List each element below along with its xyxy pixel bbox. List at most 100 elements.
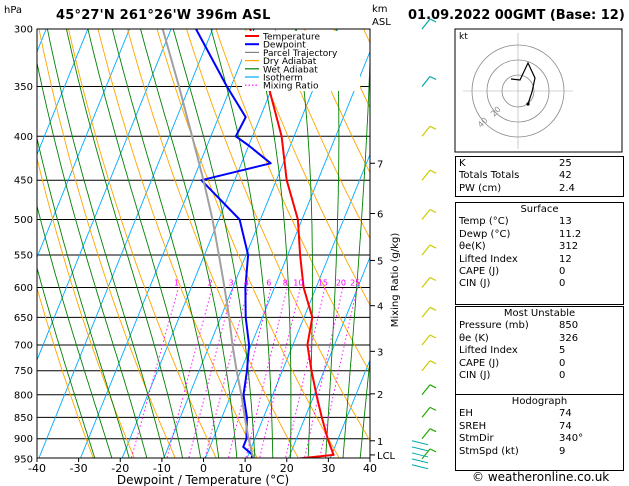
indices-table: K 25 Totals Totals 42 PW (cm) 2.4	[455, 156, 624, 197]
x-tick-label: -20	[111, 462, 129, 475]
isotherm-line	[37, 29, 172, 362]
wind-barb	[421, 448, 431, 460]
wind-barb-flag	[429, 75, 437, 81]
pressure-tick-label: 600	[14, 283, 33, 294]
km-tick-label: 4	[377, 302, 383, 313]
wet-adiabat-line	[87, 29, 202, 458]
datetime-title: 01.09.2022 00GMT (Base: 12)	[408, 8, 625, 23]
wind-barb-flag	[429, 360, 437, 365]
row-label: Temp (°C)	[459, 216, 509, 228]
wind-barb	[421, 407, 431, 418]
pressure-tick-label: 450	[14, 176, 33, 187]
x-tick-label: 40	[363, 462, 377, 475]
mixing-ratio-label: 10	[293, 278, 303, 287]
wind-barb-flag	[429, 18, 437, 23]
mixing-ratio-label: 6	[266, 278, 271, 287]
mixing-ratio-label: 2	[208, 278, 213, 287]
wind-barb	[421, 244, 431, 256]
wet-adiabat-line	[111, 29, 220, 458]
mu-row: θe (K) 326	[456, 333, 623, 345]
row-label: Pressure (mb)	[459, 320, 529, 332]
index-label: PW (cm)	[459, 182, 502, 194]
surface-row: CIN (J) 0	[456, 278, 623, 290]
pressure-tick-label: 750	[14, 366, 33, 377]
hodo-row: StmDir 340°	[456, 433, 623, 445]
dry-adiabat-line	[215, 29, 370, 374]
wind-barb-flag	[429, 169, 437, 174]
legend-entry: Dry Adiabat	[263, 57, 317, 67]
hpa-label: hPa	[4, 5, 23, 16]
wet-adiabat-line	[359, 354, 370, 458]
series-temperature	[249, 29, 335, 458]
dry-adiabat-line	[38, 29, 176, 458]
pressure-tick-label: 500	[14, 215, 33, 226]
km-tick-label: 3	[377, 347, 383, 358]
surface-row: Dewp (°C) 11.2	[456, 229, 623, 241]
dry-adiabat-line	[245, 29, 370, 306]
legend-entry: Temperature	[262, 33, 320, 43]
row-label: CAPE (J)	[459, 265, 500, 277]
dry-adiabat-line	[304, 29, 370, 174]
index-value: 42	[559, 170, 572, 182]
legend-entry: Isotherm	[263, 74, 303, 84]
wind-barb-low	[411, 446, 429, 452]
surface-row: Lifted Index 12	[456, 254, 623, 266]
mixing-ratio-label: 3	[229, 278, 234, 287]
wind-barb-flag	[429, 125, 437, 130]
index-label: Totals Totals	[459, 170, 520, 182]
isotherm-line	[80, 29, 255, 458]
isotherm-line	[0, 16, 10, 486]
isotherm-line	[38, 29, 214, 458]
row-label: Dewp (°C)	[459, 228, 511, 240]
mixing-ratio-line	[188, 287, 234, 458]
mixing-ratio-line	[204, 287, 249, 458]
mixing-ratio-label: 1	[174, 278, 179, 287]
km-tick-label: 1	[377, 437, 383, 448]
row-value: 340°	[559, 433, 584, 445]
dry-adiabat-line	[186, 29, 370, 442]
wind-barb-flag	[429, 384, 437, 389]
x-tick-label: 10	[238, 462, 252, 475]
wind-barb	[421, 18, 431, 30]
surface-row: θe(K) 312	[456, 241, 623, 253]
wind-barb-flag	[429, 306, 437, 311]
isotherm-line	[163, 29, 339, 458]
wind-barb-low	[411, 458, 429, 464]
row-value: 74	[559, 420, 572, 432]
wind-barb	[421, 306, 431, 318]
row-label: StmSpd (kt)	[459, 445, 519, 457]
mixing-ratio-label: 15	[318, 278, 328, 287]
mixing-ratio-label: 4	[244, 278, 249, 287]
pressure-tick-label: 650	[14, 313, 33, 324]
pressure-tick-label: 900	[14, 434, 33, 445]
footer-credit: © weatheronline.co.uk	[472, 470, 610, 484]
mixing-ratio-axis-label: Mixing Ratio (g/kg)	[390, 233, 401, 328]
mu-row: Pressure (mb) 850	[456, 320, 623, 332]
legend-entry: Mixing Ratio	[263, 82, 319, 92]
row-value: 0	[559, 278, 566, 290]
pressure-tick-label: 850	[14, 413, 33, 424]
mu-row: CIN (J) 0	[456, 370, 623, 382]
wet-adiabat-line	[37, 266, 96, 458]
legend-entry: Dewpoint	[263, 41, 306, 51]
km-tick-label: 7	[377, 159, 383, 170]
wet-adiabat-line	[66, 29, 183, 458]
km-tick-label: 6	[377, 209, 383, 220]
legend-entry: Parcel Trajectory	[263, 49, 338, 59]
row-label: Lifted Index	[459, 345, 518, 357]
row-label: Lifted Index	[459, 253, 518, 265]
row-value: 326	[559, 332, 579, 344]
dry-adiabat-line	[37, 156, 135, 458]
pressure-tick-label: 400	[14, 132, 33, 143]
x-tick-label: 0	[200, 462, 207, 475]
km-label: km	[372, 4, 388, 15]
mixing-ratio-label: 20	[336, 278, 346, 287]
index-row-pw: PW (cm) 2.4	[456, 183, 623, 195]
dry-adiabat-line	[68, 29, 217, 458]
row-value: 74	[559, 408, 572, 420]
legend-entry: Wet Adiabat	[263, 65, 318, 75]
surface-row: CAPE (J) 0	[456, 266, 623, 278]
dry-adiabat-line	[127, 29, 299, 458]
wind-barb	[421, 334, 431, 346]
wind-barb-flag	[429, 244, 437, 249]
